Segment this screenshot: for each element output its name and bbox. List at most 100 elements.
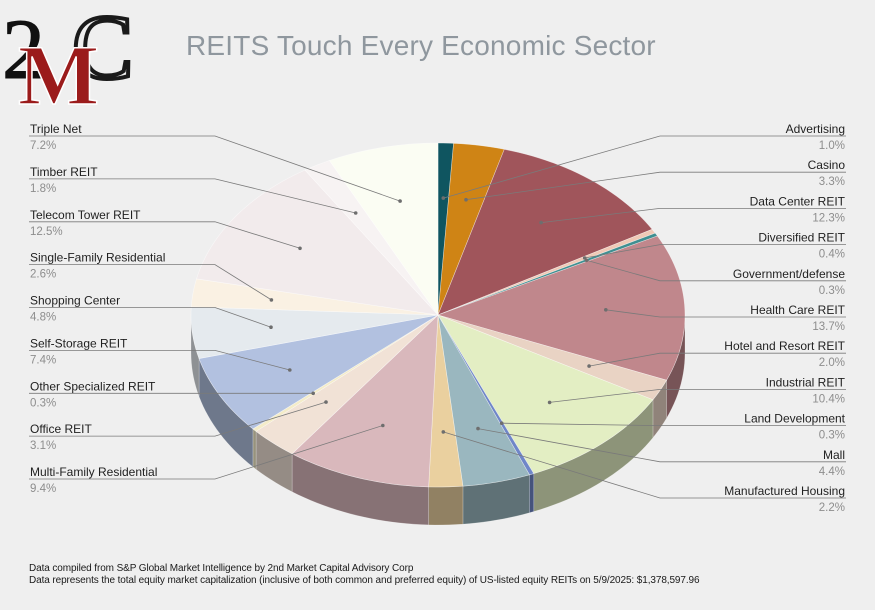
slice-percent-label: 10.4%: [812, 393, 845, 405]
slice-percent-label: 7.2%: [30, 140, 56, 152]
leader-line: [605, 309, 846, 318]
company-logo: 2 C M: [2, 0, 136, 112]
slice-percent-label: 7.4%: [30, 354, 56, 366]
leader-line: [29, 178, 356, 214]
leader-line: [584, 244, 846, 259]
pie-slice-industrial-reit: [437, 314, 654, 474]
slice-percent-label: 13.7%: [812, 321, 845, 333]
pie-slice-manufactured-housing: [428, 314, 464, 488]
leader-dot: [441, 196, 446, 200]
pie-side-manufactured-housing: [428, 485, 464, 526]
svg-text:C: C: [72, 0, 133, 98]
slice-percent-label: 2.0%: [819, 357, 845, 369]
label-shopping-center: Shopping Center 4.8%: [29, 294, 273, 330]
leader-dot: [298, 246, 302, 251]
slice-percent-label: 2.2%: [819, 502, 845, 514]
slice-name-label: Self-Storage REIT: [30, 336, 128, 350]
label-land-development: Land Development 0.3%: [499, 412, 846, 442]
slice-name-label: Mall: [823, 448, 845, 462]
leader-dot: [441, 430, 446, 434]
slice-name-label: Triple Net: [30, 122, 82, 136]
label-diversified-reit: Diversified REIT 0.4%: [582, 231, 846, 261]
slice-name-label: Single-Family Residential: [30, 251, 165, 265]
footnote-description: Data represents the total equity market …: [29, 575, 700, 586]
label-manufactured-housing: Manufactured Housing 2.2%: [441, 430, 846, 514]
leader-dot: [464, 197, 468, 202]
label-government-defense: Government/defense 0.3%: [584, 258, 846, 297]
leader-dot: [587, 364, 591, 368]
slice-percent-label: 12.5%: [30, 226, 63, 238]
label-health-care-reit: Health Care REIT 13.7%: [604, 303, 846, 333]
label-single-family-residential: Single-Family Residential 2.6%: [29, 251, 274, 302]
pie-slice-self-storage-reit: [198, 314, 439, 430]
leader-line: [589, 352, 846, 367]
slice-percent-label: 1.0%: [819, 140, 845, 152]
slice-percent-label: 4.8%: [30, 312, 56, 324]
leader-line: [29, 135, 401, 202]
leader-dot: [288, 368, 292, 372]
slice-name-label: Data Center REIT: [750, 194, 846, 208]
svg-text:2: 2: [2, 1, 45, 97]
leader-dot: [584, 258, 589, 263]
label-data-center-reit: Data Center REIT 12.3%: [539, 194, 846, 225]
leader-line: [29, 350, 290, 371]
slice-percent-label: 1.8%: [30, 183, 56, 195]
pie-side-land-development: [529, 473, 535, 514]
leader-dot: [499, 421, 504, 426]
slice-name-label: Land Development: [744, 412, 845, 426]
slice-name-label: Other Specialized REIT: [30, 379, 156, 393]
pie-slice-office-reit: [255, 314, 439, 455]
pie-slice-shopping-center: [190, 306, 439, 359]
pie-slice-data-center-reit: [437, 148, 653, 316]
leader-line: [586, 259, 846, 282]
svg-text:M: M: [18, 27, 99, 112]
leader-line: [549, 389, 846, 403]
leader-dot: [539, 220, 543, 225]
slice-percent-label: 4.4%: [819, 466, 845, 478]
slice-name-label: Diversified REIT: [758, 231, 845, 245]
slice-percent-label: 9.4%: [30, 483, 56, 495]
leader-dot: [353, 211, 358, 215]
leader-line: [29, 401, 327, 437]
slice-percent-label: 3.3%: [819, 176, 845, 188]
pie-labels: Advertising 1.0% Casino 3.3% Data Center REI…: [29, 122, 846, 514]
label-triple-net: Triple Net 7.2%: [29, 122, 402, 203]
pie-slices: [190, 142, 686, 488]
slice-name-label: Office REIT: [30, 422, 92, 436]
label-other-specialized-reit: Other Specialized REIT 0.3%: [29, 379, 316, 409]
slice-name-label: Timber REIT: [30, 165, 98, 179]
slice-name-label: Government/defense: [733, 267, 845, 281]
leader-line: [501, 422, 846, 426]
slice-name-label: Health Care REIT: [750, 303, 845, 317]
chart-title: REITS Touch Every Economic Sector: [186, 30, 656, 61]
label-multi-family-residential: Multi-Family Residential 9.4%: [29, 423, 385, 495]
leader-line: [443, 135, 846, 199]
slice-percent-label: 0.4%: [819, 249, 845, 261]
pie-slice-telecom-tower-reit: [196, 169, 439, 316]
footnote-source: Data compiled from S&P Global Market Int…: [29, 563, 414, 574]
leader-line: [29, 307, 272, 328]
leader-line: [29, 264, 272, 301]
leader-dot: [381, 423, 385, 428]
label-advertising: Advertising 1.0%: [441, 122, 846, 200]
slice-name-label: Multi-Family Residential: [30, 465, 157, 479]
leader-line: [29, 221, 301, 249]
pie-side-other-specialized-reit: [252, 428, 257, 470]
slice-percent-label: 0.3%: [819, 430, 845, 442]
label-office-reit: Office REIT 3.1%: [29, 400, 328, 452]
label-self-storage-reit: Self-Storage REIT 7.4%: [29, 336, 292, 372]
leader-dot: [311, 391, 316, 396]
slice-name-label: Manufactured Housing: [724, 484, 845, 498]
leader-dot: [398, 199, 402, 203]
leader-line: [541, 208, 846, 223]
pie-slice-multi-family-residential: [291, 314, 439, 488]
leader-dot: [547, 400, 552, 405]
slice-percent-label: 0.3%: [30, 397, 56, 409]
slice-name-label: Industrial REIT: [766, 375, 846, 389]
leader-dot: [324, 400, 328, 404]
leader-dot: [269, 325, 273, 330]
slice-percent-label: 3.1%: [30, 440, 56, 452]
leader-dot: [604, 308, 608, 312]
slice-percent-label: 12.3%: [812, 212, 845, 224]
